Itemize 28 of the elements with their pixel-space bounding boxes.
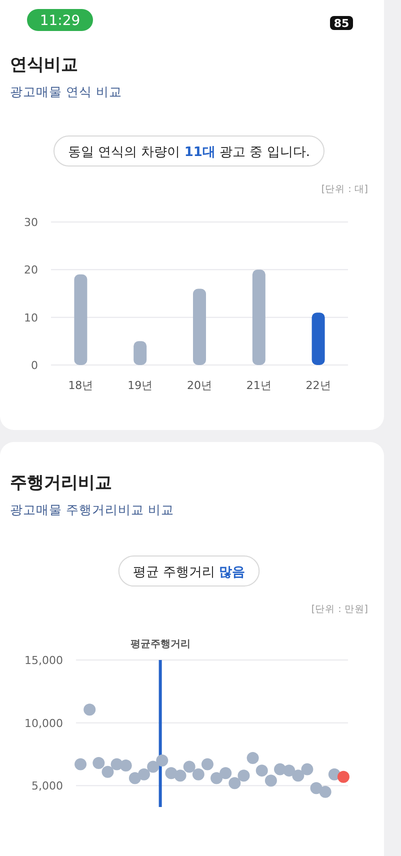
text: 85: [334, 17, 350, 30]
bar: [312, 312, 325, 365]
bar: [134, 341, 147, 365]
bar: [193, 288, 206, 365]
chart-title: 연식비교: [10, 55, 78, 75]
text: 동일 연식의 차량이 11대 광고 중 입니다.: [68, 145, 310, 160]
y-tick-label: 30: [24, 216, 38, 229]
x-tick-label: 21년: [246, 379, 272, 392]
y-axis-title: [단위 : 대]: [321, 184, 368, 195]
y-tick-label: 20: [24, 264, 38, 277]
y-axis-title: [단위 : 만원]: [311, 604, 368, 615]
x-tick-label: 22년: [306, 379, 331, 392]
y-tick-label: 0: [31, 359, 38, 372]
text: 평균주행거리: [130, 639, 190, 650]
y-tick-label: 5,000: [32, 780, 63, 793]
x-tick-label: 20년: [187, 379, 212, 392]
chart-title: 주행거리비교: [10, 473, 112, 493]
text: 11:29: [40, 13, 80, 29]
bar: [252, 270, 266, 365]
y-tick-label: 10,000: [24, 716, 63, 730]
chart-subtitle: 광고매물 주행거리비교 비교: [10, 502, 174, 517]
y-tick-label: 10: [24, 311, 38, 324]
x-tick-label: 18년: [68, 379, 94, 392]
y-tick-label: 15,000: [24, 654, 63, 667]
bar: [74, 274, 88, 365]
chart-subtitle: 광고매물 연식 비교: [10, 84, 122, 99]
text: 평균 주행거리 많음: [132, 565, 246, 580]
x-tick-label: 19년: [128, 379, 153, 392]
